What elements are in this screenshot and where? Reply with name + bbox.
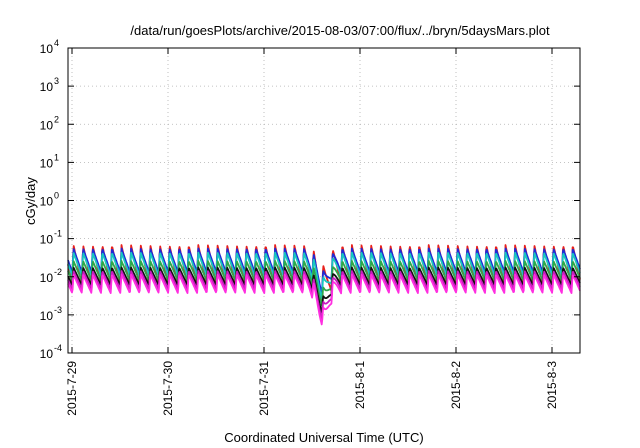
y-tick-label-exponent: -3 <box>54 305 62 315</box>
y-tick-label-exponent: -2 <box>54 267 62 277</box>
y-tick-label-exponent: 3 <box>54 76 59 86</box>
x-tick-label: 2015-7-31 <box>257 361 271 416</box>
chart-title: /data/run/goesPlots/archive/2015-08-03/0… <box>130 23 550 38</box>
y-tick-label: 10 <box>40 195 54 209</box>
series-line <box>67 273 581 326</box>
y-tick-label-exponent: 0 <box>54 191 59 201</box>
y-tick-label-exponent: 2 <box>54 114 59 124</box>
y-tick-label: 10 <box>40 42 54 56</box>
x-tick-label: 2015-7-30 <box>161 361 175 416</box>
x-tick-label: 2015-8-2 <box>449 361 463 409</box>
x-tick-label: 2015-7-29 <box>65 361 79 416</box>
y-tick-label-exponent: 1 <box>54 152 59 162</box>
y-tick-label: 10 <box>40 118 54 132</box>
y-tick-label: 10 <box>40 271 54 285</box>
y-axis-label: cGy/day <box>23 177 38 225</box>
y-tick-label: 10 <box>40 309 54 323</box>
x-tick-label: 2015-8-1 <box>353 361 367 409</box>
series-group <box>67 244 581 326</box>
y-tick-label: 10 <box>40 80 54 94</box>
x-axis: 2015-7-29 2015-7-30 2015-7-31 2015-8-1 2015-… <box>65 48 559 416</box>
y-tick-label-exponent: 4 <box>54 38 59 48</box>
y-tick-label: 10 <box>40 347 54 361</box>
x-tick-label: 2015-8-3 <box>545 361 559 409</box>
y-tick-label-exponent: -4 <box>54 343 62 353</box>
y-tick-label: 10 <box>40 233 54 247</box>
y-tick-label: 10 <box>40 156 54 170</box>
y-tick-label-exponent: -1 <box>54 229 62 239</box>
x-axis-label: Coordinated Universal Time (UTC) <box>224 430 423 445</box>
